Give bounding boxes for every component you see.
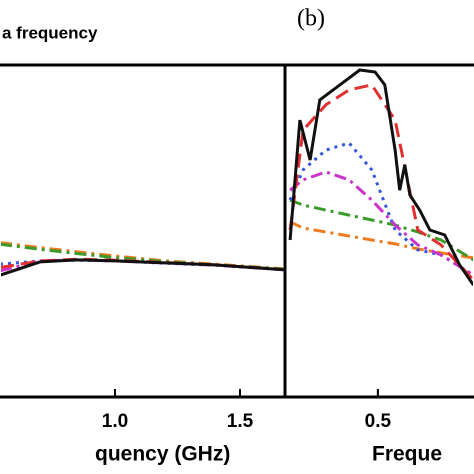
- panel-label: (b): [297, 6, 325, 32]
- chart-title: a frequency: [2, 23, 98, 42]
- x-tick-label: 1.5: [227, 411, 254, 432]
- data-line: [288, 68, 473, 286]
- data-line: [1, 241, 284, 271]
- x-axis-label: Freque: [372, 443, 442, 466]
- x-axis-label: quency (GHz): [95, 443, 230, 466]
- data-line: [288, 141, 473, 277]
- data-line: [288, 83, 473, 282]
- x-tick-label: 1.0: [102, 411, 128, 432]
- data-line: [289, 170, 473, 277]
- data-line: [1, 258, 284, 277]
- data-line: [289, 220, 473, 260]
- data-line: [289, 198, 473, 262]
- x-tick-label: 0.5: [365, 411, 392, 432]
